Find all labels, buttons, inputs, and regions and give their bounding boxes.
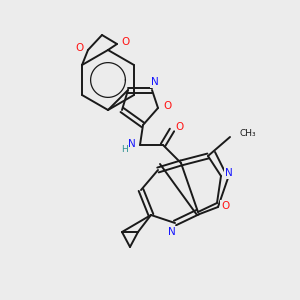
Text: O: O xyxy=(121,37,129,47)
Text: O: O xyxy=(163,101,171,111)
Text: N: N xyxy=(151,77,159,87)
Text: O: O xyxy=(76,43,84,53)
Text: N: N xyxy=(128,139,136,149)
Text: CH₃: CH₃ xyxy=(240,128,256,137)
Text: H: H xyxy=(121,146,128,154)
Text: O: O xyxy=(176,122,184,132)
Text: O: O xyxy=(221,201,229,211)
Text: N: N xyxy=(168,227,176,237)
Text: N: N xyxy=(225,168,233,178)
